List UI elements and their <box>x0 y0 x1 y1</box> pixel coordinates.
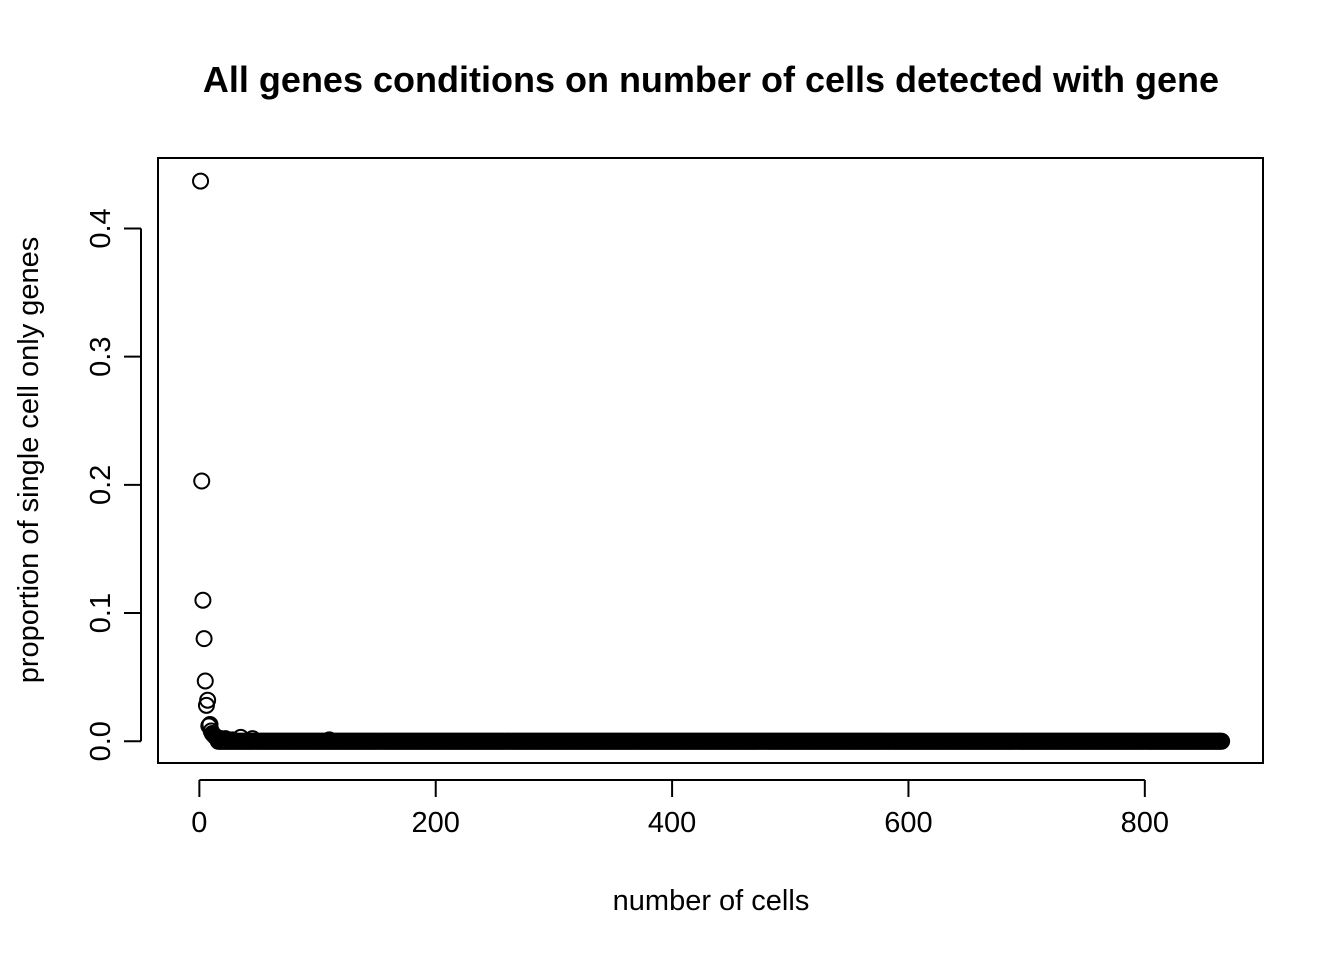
x-axis-label: number of cells <box>613 885 810 917</box>
x-tick-label: 0 <box>191 807 207 839</box>
x-tick-label: 200 <box>412 807 460 839</box>
data-point <box>244 730 262 748</box>
y-axis-label: proportion of single cell only genes <box>13 237 45 684</box>
data-point <box>223 731 241 749</box>
y-tick-label: 0.0 <box>85 721 117 761</box>
y-tick-label: 0.3 <box>85 337 117 377</box>
data-point <box>320 731 338 749</box>
x-tick-label: 800 <box>1121 807 1169 839</box>
data-point <box>232 728 250 746</box>
data-point <box>194 591 212 609</box>
data-points <box>192 172 1231 750</box>
x-axis: 0 200 400 600 800 <box>191 779 1169 839</box>
x-tick-label: 400 <box>648 807 696 839</box>
y-tick-label: 0.2 <box>85 465 117 505</box>
data-point <box>195 630 213 648</box>
data-point <box>196 672 214 690</box>
x-tick-label: 600 <box>884 807 932 839</box>
data-point <box>1213 732 1231 750</box>
y-axis: 0.0 0.1 0.2 0.3 0.4 <box>85 208 142 761</box>
data-point <box>192 172 210 190</box>
y-tick-label: 0.4 <box>85 208 117 248</box>
data-point <box>193 472 211 490</box>
data-point <box>199 691 217 709</box>
y-tick-label: 0.1 <box>85 593 117 633</box>
chart-title: All genes conditions on number of cells … <box>203 59 1219 100</box>
plot-frame <box>157 157 1264 764</box>
